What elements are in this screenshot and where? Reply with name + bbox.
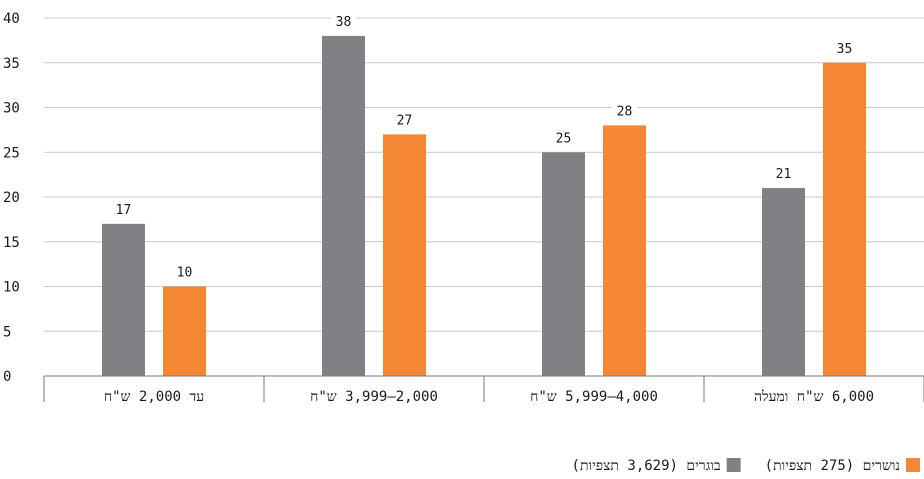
data-labels: 17 10 38 27 25 28 21 35 [110,13,858,281]
y-tick-label: 0 [3,369,11,385]
data-label: 10 [177,266,193,281]
data-label: 17 [116,203,132,218]
bar-graduates [102,223,145,376]
data-label-bg [831,40,858,57]
y-tick-label: 15 [3,235,20,251]
bar-dropouts [383,134,426,376]
y-tick-label: 30 [3,101,20,117]
x-axis: עד 2,000 ש"ח 2,000–3,999 ש"ח 4,000–5,999 ש… [43,375,924,405]
data-label: 28 [617,104,633,119]
y-tick-label: 35 [3,56,20,72]
data-label: 21 [776,167,792,182]
y-tick-label: 20 [3,190,20,206]
data-label: 25 [556,131,572,146]
x-category-label: 2,000–3,999 ש"ח [310,389,438,405]
y-axis: 0 5 10 15 20 25 30 35 40 [3,11,20,385]
bar-dropouts [163,286,206,376]
data-label-bg [110,201,137,218]
data-label: 38 [336,15,352,30]
legend-swatch-dropouts [906,458,920,472]
y-tick-label: 25 [3,145,20,161]
data-label-bg [550,130,577,147]
bars [102,35,866,377]
data-label: 35 [837,42,853,57]
bar-graduates [322,35,365,377]
data-label-bg [391,112,418,129]
bar-dropouts [823,62,866,376]
legend-label-dropouts: נושרים (275 תצפיות) [765,458,900,474]
bar-graduates [542,152,585,376]
y-tick-label: 40 [3,11,20,27]
x-category-label: 4,000–5,999 ש"ח [530,389,658,405]
x-category-label: 6,000 ש"ח ומעלה [754,389,874,405]
data-label: 27 [397,113,413,128]
y-tick-label: 5 [3,324,11,340]
data-label-bg [611,103,638,120]
data-label-bg [171,264,198,281]
legend-swatch-graduates [726,458,741,472]
data-label-bg [770,166,797,183]
bar-graduates [762,188,805,376]
legend: נושרים (275 תצפיות) בוגרים (3,629 תצפיות) [572,458,920,474]
legend-label-graduates: בוגרים (3,629 תצפיות) [572,458,721,474]
x-category-label: עד 2,000 ש"ח [104,389,204,405]
data-label-bg [330,13,357,30]
bar-dropouts [603,125,646,377]
y-tick-label: 10 [3,280,20,296]
